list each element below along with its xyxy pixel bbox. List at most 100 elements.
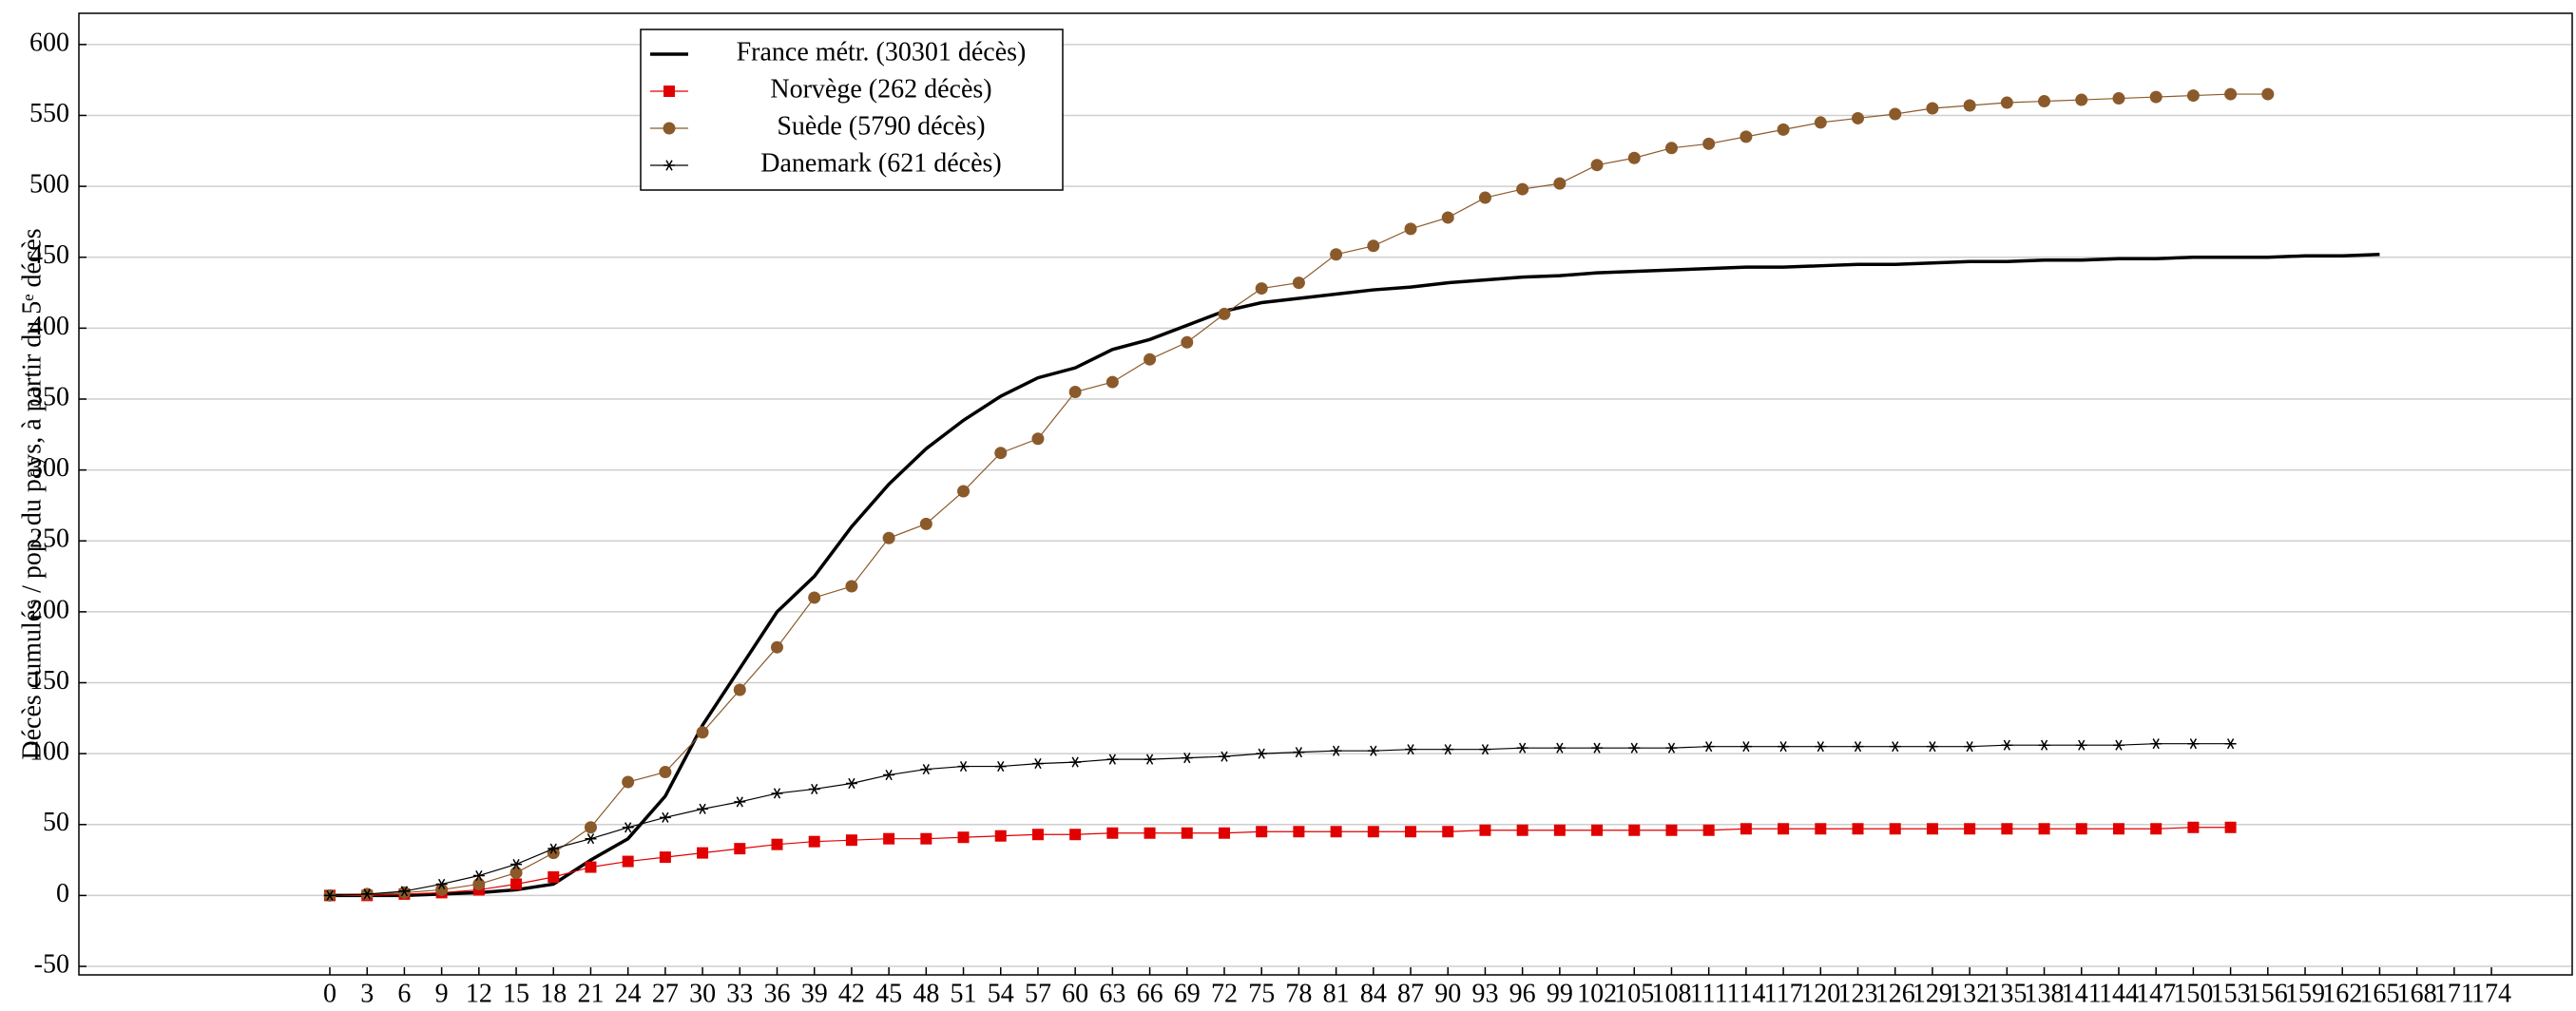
marker <box>585 861 597 873</box>
marker <box>1293 826 1305 838</box>
marker <box>1367 826 1379 838</box>
marker <box>994 447 1008 460</box>
marker <box>771 788 783 799</box>
x-tick-label: 93 <box>1471 979 1498 1008</box>
marker <box>472 877 486 890</box>
marker <box>510 878 523 890</box>
x-tick-label: 54 <box>988 979 1014 1008</box>
marker <box>1367 745 1379 756</box>
marker <box>548 843 560 854</box>
marker <box>1815 741 1827 753</box>
y-tick-label: -50 <box>34 949 69 979</box>
marker <box>1627 151 1641 164</box>
marker <box>1926 741 1938 753</box>
marker <box>1405 744 1417 755</box>
x-tick-label: 3 <box>360 979 374 1008</box>
x-tick-label: 153 <box>2211 979 2251 1008</box>
marker <box>1256 748 1268 759</box>
marker <box>622 822 634 833</box>
x-tick-label: 63 <box>1099 979 1125 1008</box>
x-tick-label: 174 <box>2471 979 2511 1008</box>
x-tick-label: 126 <box>1875 979 1915 1008</box>
x-tick-label: 69 <box>1174 979 1201 1008</box>
marker <box>1778 741 1790 753</box>
marker <box>1553 824 1566 836</box>
marker <box>1069 756 1082 768</box>
marker <box>1852 741 1864 753</box>
marker <box>1031 829 1044 841</box>
marker <box>1105 375 1119 389</box>
marker <box>696 726 709 739</box>
marker <box>1852 111 1865 124</box>
x-tick-label: 99 <box>1547 979 1573 1008</box>
series-line <box>329 93 2268 897</box>
marker <box>1591 742 1604 753</box>
x-tick-label: 0 <box>323 979 336 1008</box>
x-tick-label: 51 <box>951 979 977 1008</box>
marker <box>1255 282 1268 296</box>
x-tick-label: 81 <box>1323 979 1350 1008</box>
marker <box>2112 739 2124 751</box>
x-tick-label: 15 <box>503 979 529 1008</box>
x-tick-label: 156 <box>2248 979 2288 1008</box>
x-tick-label: 57 <box>1025 979 1051 1008</box>
series-line <box>329 827 2231 897</box>
plot-frame <box>78 12 2573 976</box>
marker <box>1553 177 1567 190</box>
series-line <box>329 743 2231 897</box>
marker <box>1479 824 1491 836</box>
x-tick-label: 150 <box>2173 979 2213 1008</box>
marker <box>1740 823 1752 835</box>
marker <box>1964 741 1976 753</box>
marker <box>1665 824 1678 836</box>
marker <box>1740 741 1752 753</box>
marker <box>1330 826 1342 838</box>
marker <box>1330 248 1343 261</box>
marker <box>1702 741 1715 753</box>
marker <box>1405 826 1417 838</box>
x-tick-label: 60 <box>1062 979 1088 1008</box>
marker <box>1218 751 1230 762</box>
marker <box>1815 823 1827 835</box>
marker <box>883 832 895 845</box>
marker <box>435 883 449 896</box>
marker <box>994 761 1007 773</box>
x-tick-label: 78 <box>1285 979 1312 1008</box>
marker <box>659 766 672 779</box>
marker <box>472 869 485 882</box>
y-tick-label: 50 <box>43 808 69 837</box>
marker <box>1889 741 1901 753</box>
x-tick-label: 66 <box>1137 979 1163 1008</box>
marker <box>1963 99 1976 112</box>
marker <box>1926 823 1938 835</box>
x-tick-label: 120 <box>1800 979 1840 1008</box>
marker <box>883 769 895 781</box>
x-tick-label: 117 <box>1764 979 1803 1008</box>
marker <box>2187 738 2200 750</box>
marker <box>920 832 932 845</box>
marker <box>1442 826 1454 838</box>
y-tick-label: 150 <box>29 666 69 696</box>
marker <box>770 640 783 654</box>
marker <box>1814 116 1827 129</box>
marker <box>1591 824 1604 836</box>
x-tick-label: 45 <box>875 979 902 1008</box>
marker <box>1330 745 1342 756</box>
marker <box>2112 823 2124 835</box>
x-tick-label: 6 <box>397 979 411 1008</box>
marker <box>2075 739 2087 751</box>
marker <box>845 777 857 790</box>
marker <box>1441 211 1454 224</box>
marker <box>2150 823 2163 835</box>
marker <box>1740 130 1753 143</box>
marker <box>323 889 336 901</box>
marker <box>1106 827 1119 839</box>
marker <box>808 835 820 848</box>
marker <box>957 485 971 498</box>
marker <box>361 888 374 900</box>
marker <box>663 122 676 135</box>
marker <box>1889 107 1902 121</box>
marker <box>1852 823 1864 835</box>
y-tick-label: 250 <box>29 525 69 554</box>
